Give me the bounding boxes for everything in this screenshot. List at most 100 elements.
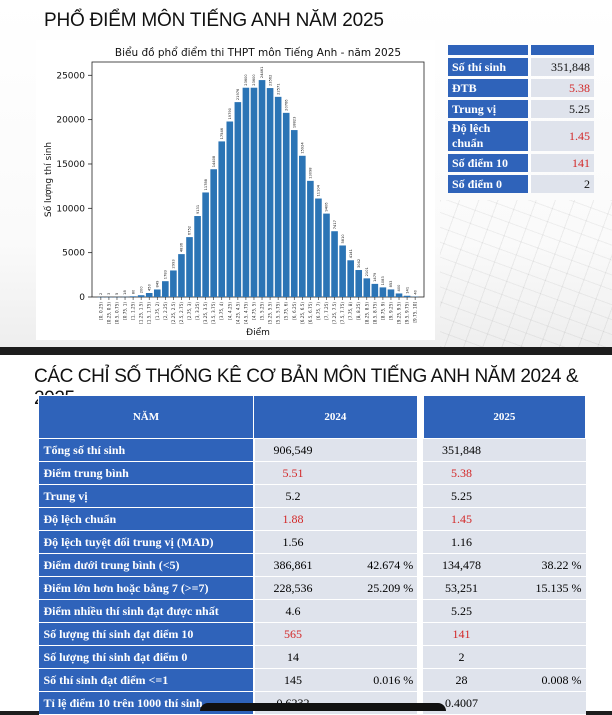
- bar: [146, 293, 153, 297]
- year-header-label: NĂM: [39, 396, 254, 439]
- summary-label: Độ lệch chuẩn: [448, 121, 531, 151]
- y-tick-label: 20000: [56, 116, 85, 126]
- data-label: 1479: [373, 272, 377, 282]
- x-tick-label: [3.75, 4): [219, 302, 224, 320]
- bar: [194, 216, 201, 297]
- bar: [130, 296, 137, 297]
- bar: [380, 287, 387, 297]
- data-label: 9131: [196, 205, 200, 214]
- data-label: 14408: [212, 155, 216, 167]
- chart-title: Biểu đồ phổ điểm thi THPT môn Tiếng Anh …: [115, 46, 401, 59]
- x-tick-label: [4.25, 4.5): [235, 302, 240, 324]
- summary-label: ĐTB: [448, 79, 531, 97]
- data-label: 19790: [228, 107, 232, 119]
- percent-2025: 15.135 %: [500, 577, 586, 600]
- bar: [243, 88, 250, 297]
- bar: [226, 122, 233, 297]
- data-label: 2101: [365, 267, 369, 276]
- data-label: 200: [139, 286, 143, 294]
- data-label: 18: [123, 290, 127, 295]
- percent-2025: 38.22 %: [500, 554, 586, 577]
- bar: [218, 141, 225, 297]
- x-tick-label: [8, 8.25): [356, 302, 361, 320]
- x-tick-label: [5, 5.25): [260, 302, 265, 320]
- data-label: 2: [99, 293, 103, 295]
- percent-2024: [331, 462, 417, 485]
- data-label: 3042: [357, 259, 361, 268]
- x-tick-label: [7.5, 7.75): [340, 302, 345, 324]
- value-2024: 906,549: [254, 439, 332, 462]
- value-2025: 5.25: [423, 600, 499, 623]
- plot-frame: [92, 62, 424, 297]
- x-tick-label: [5.5, 5.75): [276, 302, 281, 324]
- percent-2024: [331, 646, 417, 669]
- x-tick-label: [2, 2.25): [163, 302, 168, 320]
- x-tick-label: [9.25, 9.5): [397, 302, 402, 324]
- bar: [178, 254, 185, 297]
- value-2025: 1.45: [423, 508, 499, 531]
- bar: [331, 231, 338, 297]
- data-label: 1083: [381, 276, 385, 285]
- data-label: 1783: [164, 270, 168, 279]
- x-tick-label: [1.75, 2): [155, 302, 160, 320]
- value-2024: 4.6: [254, 600, 332, 623]
- comparison-label: Điểm trung bình: [39, 462, 254, 485]
- data-label: 80: [131, 289, 135, 294]
- summary-label: Số điểm 10: [448, 154, 531, 172]
- percent-2024: [331, 508, 417, 531]
- bar: [291, 130, 298, 297]
- value-2025: 134,478: [423, 554, 499, 577]
- data-label: 4836: [180, 242, 184, 252]
- x-tick-label: [9.75, 10]: [413, 302, 418, 323]
- value-2025: 5.25: [423, 485, 499, 508]
- bar: [339, 245, 346, 297]
- data-label: 9406: [325, 202, 329, 212]
- x-tick-label: [8.25, 8.5): [364, 302, 369, 324]
- distribution-panel: PHỔ ĐIỂM MÔN TIẾNG ANH NĂM 2025 Biểu đồ …: [0, 0, 612, 347]
- x-tick-label: [3, 3.25): [195, 302, 200, 320]
- x-tick-label: [1.25, 1.5): [139, 302, 144, 324]
- bar: [170, 270, 177, 297]
- percent-2025: [500, 692, 586, 715]
- value-2025: 28: [423, 669, 499, 692]
- summary-value: 1.45: [531, 121, 594, 151]
- bar: [267, 88, 274, 297]
- x-tick-label: [9, 9.25): [388, 302, 393, 320]
- bar: [259, 80, 266, 297]
- comparison-header-row: NĂM 2024 2025: [39, 396, 586, 439]
- bar: [355, 270, 362, 297]
- value-2024: 1.88: [254, 508, 332, 531]
- y-tick-label: 25000: [56, 71, 85, 81]
- bar: [275, 97, 282, 297]
- data-label: 450: [147, 283, 151, 291]
- summary-label: Số thí sinh: [448, 58, 531, 76]
- data-label: 23600: [244, 74, 248, 86]
- x-tick-label: [3.5, 3.75): [211, 302, 216, 324]
- percent-2024: [331, 600, 417, 623]
- comparison-label: Độ lệch chuẩn: [39, 508, 254, 531]
- percent-2024: [331, 439, 417, 462]
- percent-2025: [500, 623, 586, 646]
- data-label: 5: [115, 293, 119, 295]
- x-tick-label: [5.25, 5.5): [268, 302, 273, 324]
- percent-2025: [500, 462, 586, 485]
- data-label: 20766: [284, 99, 288, 111]
- comparison-label: Điểm dưới trung bình (<5): [39, 554, 254, 577]
- value-2024: 1.56: [254, 531, 332, 554]
- x-tick-label: [7.75, 8): [348, 302, 353, 320]
- value-2025: 5.38: [423, 462, 499, 485]
- percent-2024: [331, 485, 417, 508]
- bar: [396, 293, 403, 297]
- data-label: 40: [413, 289, 417, 294]
- bar: [307, 181, 314, 297]
- comparison-label: Điểm lớn hơn hoặc bằng 7 (>=7): [39, 577, 254, 600]
